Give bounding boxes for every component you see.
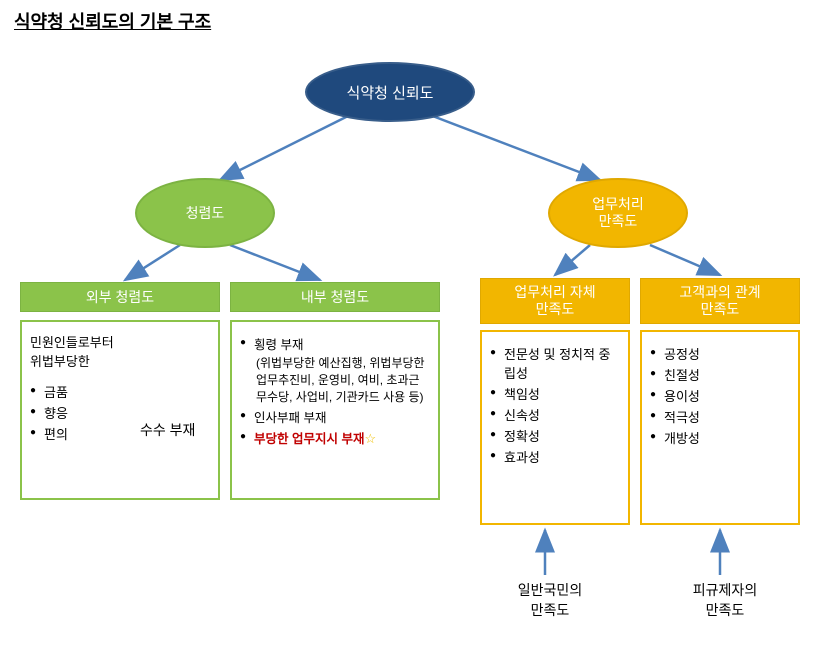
header-internal-integrity: 내부 청렴도: [230, 282, 440, 312]
list-item: 용이성: [650, 386, 790, 405]
box2-item3: 부당한 업무지시 부재: [254, 432, 364, 446]
list-item: 적극성: [650, 407, 790, 426]
node-satisfaction: 업무처리 만족도: [548, 178, 688, 248]
header-process-satisfaction: 업무처리 자체 만족도: [480, 278, 630, 324]
node-integrity-label: 청렴도: [186, 205, 225, 222]
list-item: 부당한 업무지시 부재☆: [240, 428, 430, 447]
list-item: 정확성: [490, 426, 620, 445]
list-item: 금품: [30, 382, 210, 401]
list-item: 효과성: [490, 447, 620, 466]
box1-intro1: 민원인들로부터: [30, 332, 210, 351]
list-item: 친절성: [650, 365, 790, 384]
list-item: 책임성: [490, 384, 620, 403]
page-title: 식약청 신뢰도의 기본 구조: [14, 8, 211, 34]
header-relation-satisfaction: 고객과의 관계 만족도: [640, 278, 800, 324]
box-relation-satisfaction: 공정성 친절성 용이성 적극성 개방성: [640, 330, 800, 525]
bottom-label-public: 일반국민의 만족도: [505, 580, 595, 620]
header-external-integrity: 외부 청렴도: [20, 282, 220, 312]
list-item: 신속성: [490, 405, 620, 424]
box-internal-integrity: 횡령 부재 (위법부당한 예산집행, 위법부당한 업무추진비, 운영비, 여비,…: [230, 320, 440, 500]
list-item: 공정성: [650, 344, 790, 363]
box1-intro2: 위법부당한: [30, 351, 210, 370]
node-satisfaction-label: 업무처리 만족도: [592, 196, 644, 230]
node-integrity: 청렴도: [135, 178, 275, 248]
list-item: 전문성 및 정치적 중립성: [490, 344, 620, 382]
root-node: 식약청 신뢰도: [305, 62, 475, 122]
box-external-integrity: 민원인들로부터 위법부당한 금품 향응 편의: [20, 320, 220, 500]
brace-label: 수수 부재: [140, 420, 195, 440]
root-label: 식약청 신뢰도: [347, 82, 434, 103]
star-icon: ☆: [364, 431, 376, 446]
box-process-satisfaction: 전문성 및 정치적 중립성 책임성 신속성 정확성 효과성: [480, 330, 630, 525]
list-item: 인사부패 부재: [240, 407, 430, 426]
box2-subtext: (위법부당한 예산집행, 위법부당한 업무추진비, 운영비, 여비, 초과근무수…: [240, 355, 430, 405]
list-item: 개방성: [650, 428, 790, 447]
bottom-label-regulated: 피규제자의 만족도: [680, 580, 770, 620]
list-item: 횡령 부재: [240, 334, 430, 353]
